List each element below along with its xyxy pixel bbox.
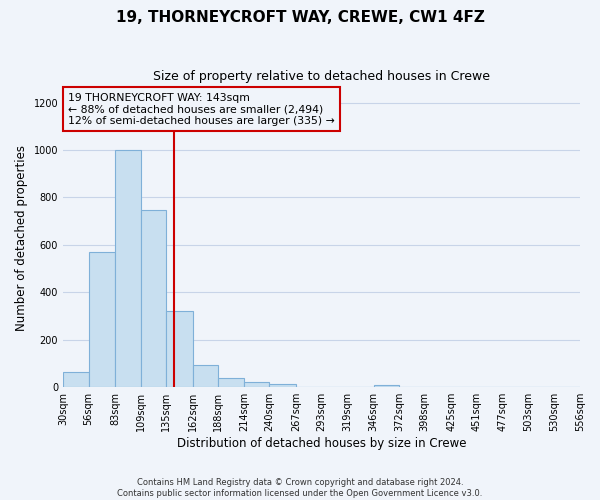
Y-axis label: Number of detached properties: Number of detached properties — [15, 145, 28, 331]
Text: 19, THORNEYCROFT WAY, CREWE, CW1 4FZ: 19, THORNEYCROFT WAY, CREWE, CW1 4FZ — [116, 10, 484, 25]
Bar — [63, 372, 89, 387]
Bar — [269, 384, 296, 387]
Bar — [140, 210, 166, 387]
Bar — [244, 382, 269, 387]
Text: 19 THORNEYCROFT WAY: 143sqm
← 88% of detached houses are smaller (2,494)
12% of : 19 THORNEYCROFT WAY: 143sqm ← 88% of det… — [68, 93, 335, 126]
Text: Contains HM Land Registry data © Crown copyright and database right 2024.
Contai: Contains HM Land Registry data © Crown c… — [118, 478, 482, 498]
Bar — [115, 150, 140, 387]
Bar — [218, 378, 244, 387]
Bar — [166, 312, 193, 387]
X-axis label: Distribution of detached houses by size in Crewe: Distribution of detached houses by size … — [177, 437, 466, 450]
Title: Size of property relative to detached houses in Crewe: Size of property relative to detached ho… — [153, 70, 490, 83]
Bar — [193, 364, 218, 387]
Bar — [374, 385, 399, 387]
Bar — [89, 252, 115, 387]
